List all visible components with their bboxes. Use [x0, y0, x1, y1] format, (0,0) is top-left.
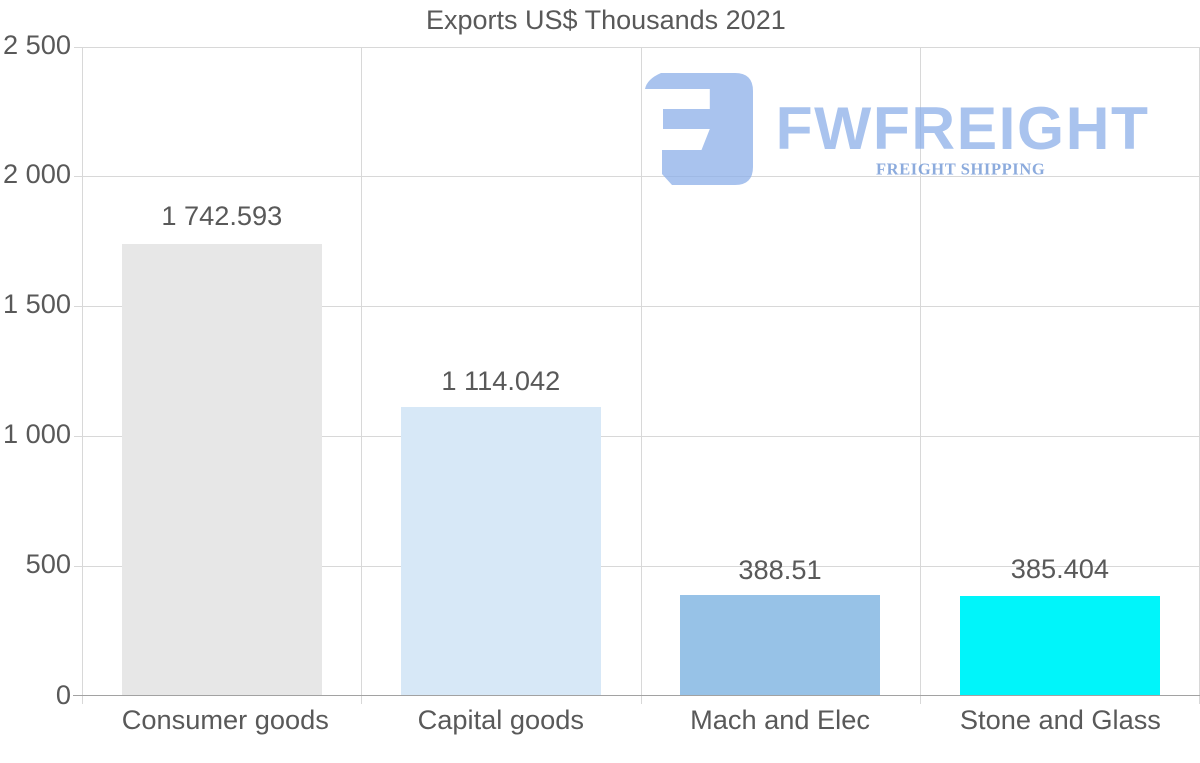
svg-text:FWFREIGHT: FWFREIGHT	[776, 94, 1150, 162]
svg-text:FREIGHT SHIPPING: FREIGHT SHIPPING	[876, 159, 1045, 178]
